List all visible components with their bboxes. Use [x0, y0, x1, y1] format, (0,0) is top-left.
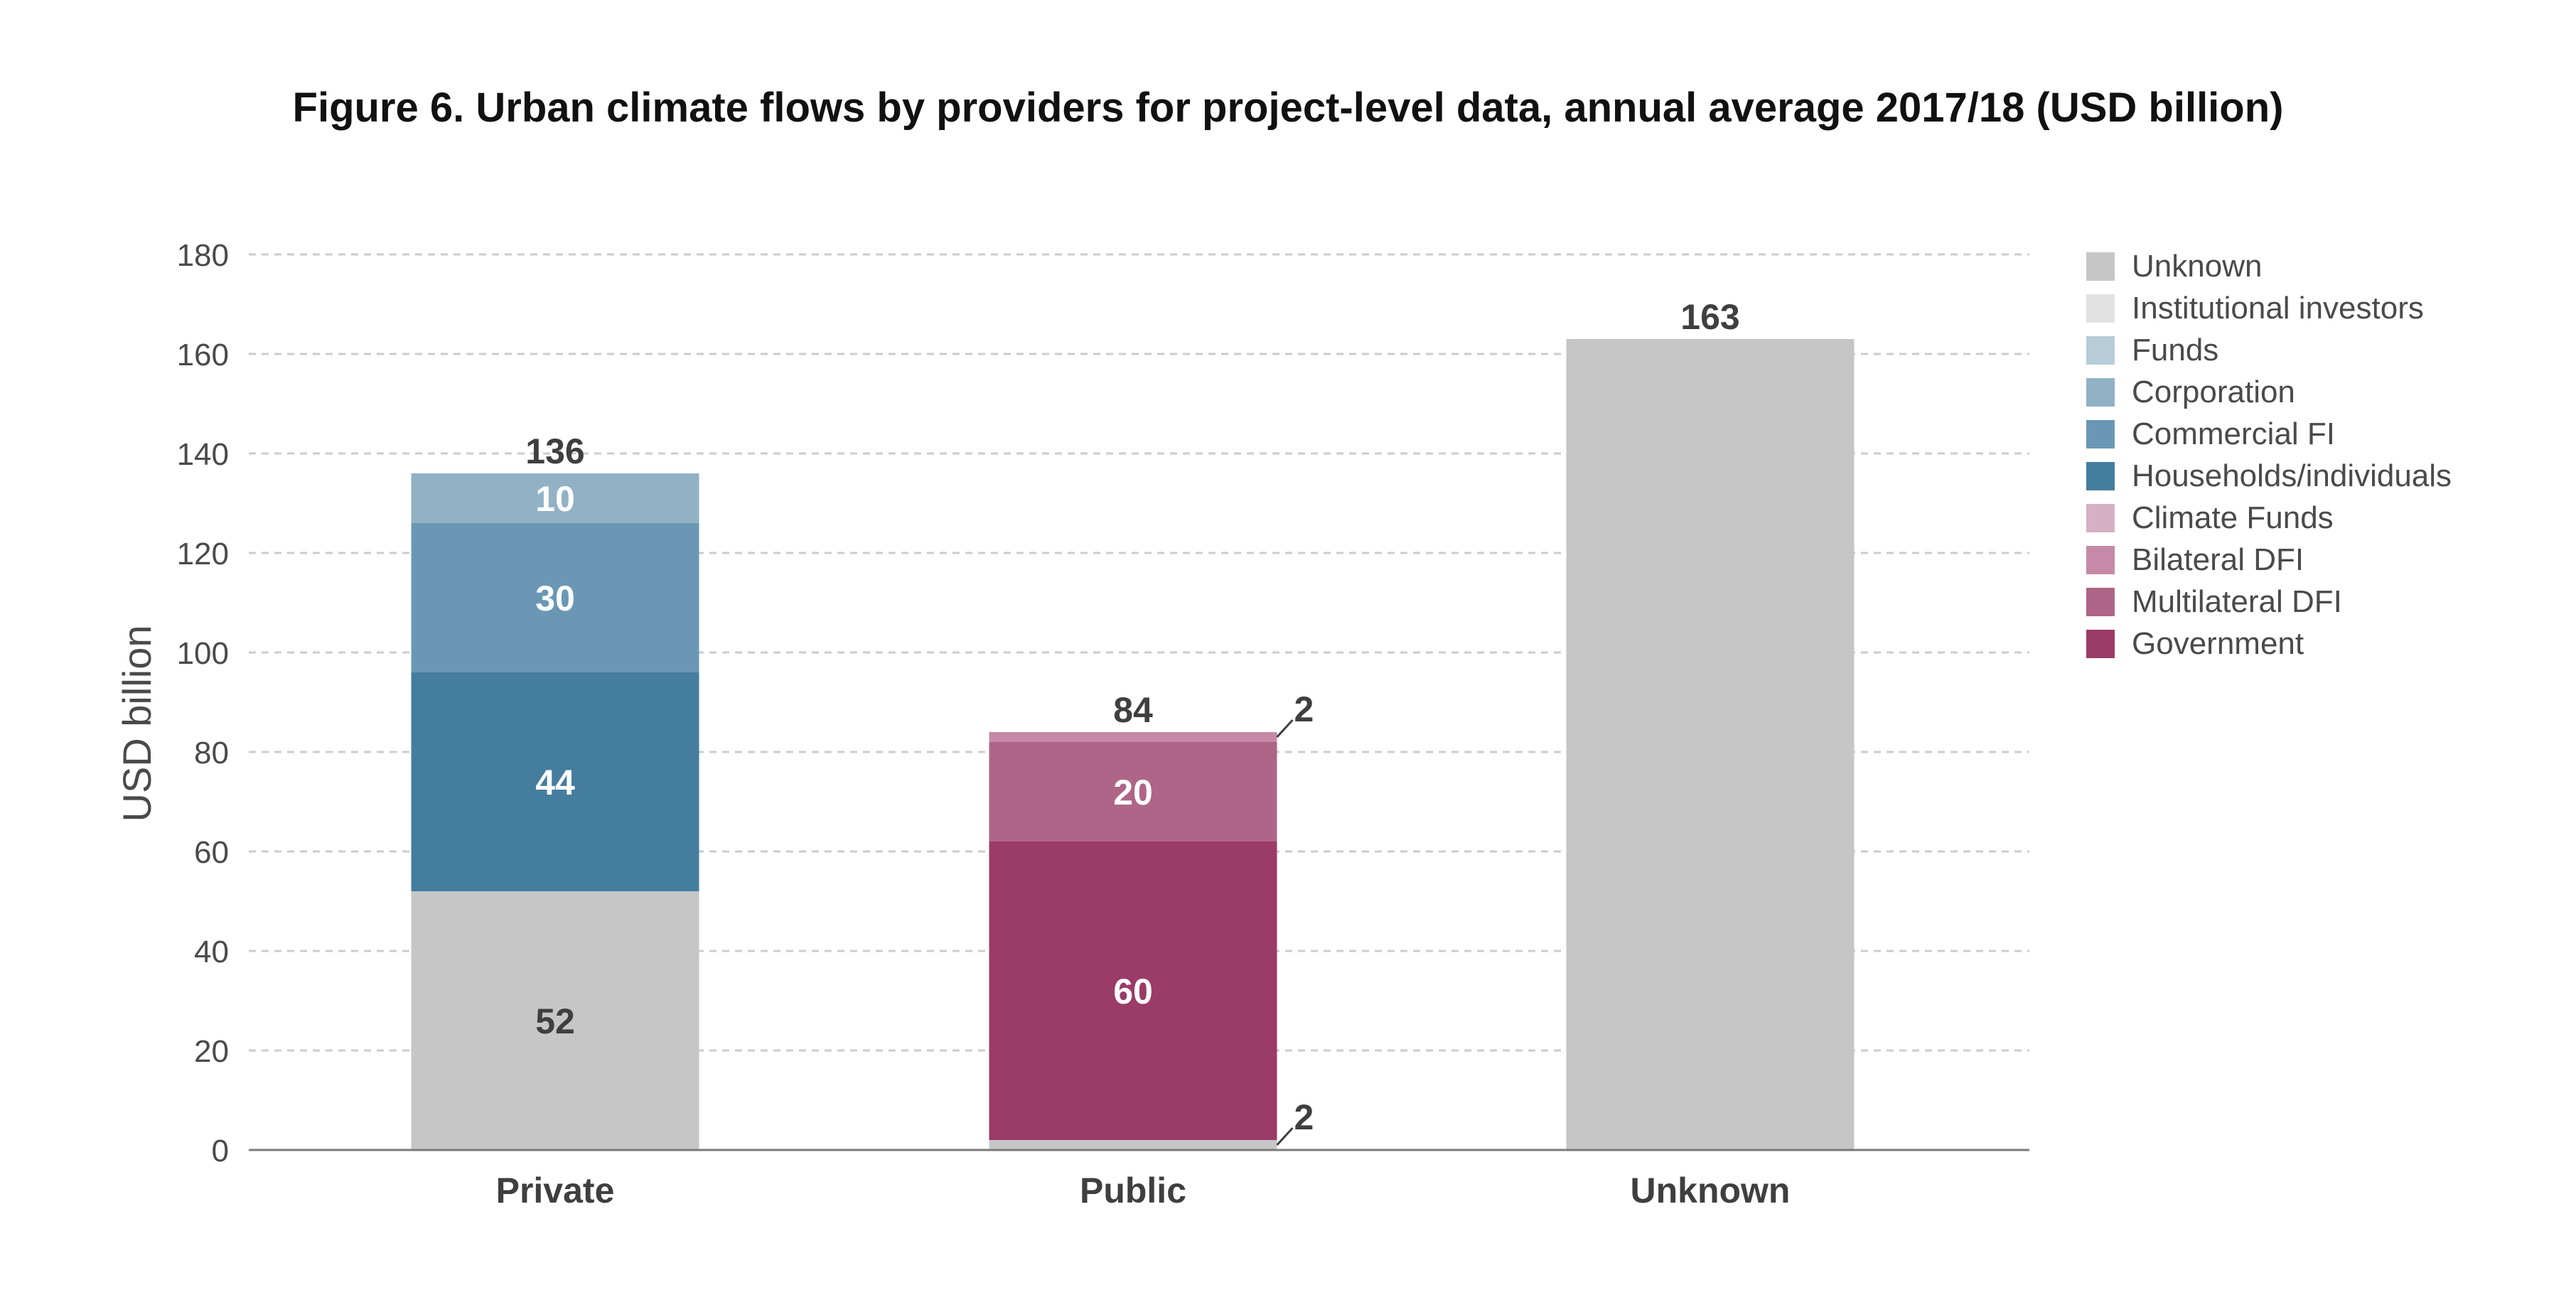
- legend-label: Bilateral DFI: [2132, 542, 2304, 577]
- legend-item: Government: [2086, 623, 2452, 665]
- legend-swatch: [2086, 587, 2115, 616]
- y-axis-title: USD billion: [114, 625, 159, 822]
- y-tick-label: 120: [177, 537, 229, 571]
- y-tick-label: 40: [194, 935, 229, 969]
- x-category-label: Unknown: [1631, 1171, 1791, 1210]
- y-tick-label: 0: [212, 1134, 229, 1168]
- legend-swatch: [2086, 252, 2115, 281]
- total-label: 84: [1113, 690, 1153, 730]
- legend-swatch: [2086, 377, 2115, 407]
- legend-swatch: [2086, 545, 2115, 574]
- data-label: 52: [535, 1001, 575, 1041]
- legend-swatch: [2086, 335, 2115, 365]
- x-category-label: Public: [1080, 1171, 1186, 1210]
- bar-segment: [411, 891, 699, 1150]
- bar-segment: [989, 842, 1277, 1140]
- y-tick-label: 180: [177, 238, 229, 273]
- bar-segment: [411, 523, 699, 672]
- y-tick-label: 80: [194, 736, 229, 770]
- data-label: 60: [1113, 972, 1153, 1011]
- legend: Unknown Institutional investors Funds Corpo…: [2086, 245, 2452, 665]
- legend-swatch: [2086, 419, 2115, 448]
- y-tick-label: 100: [177, 636, 229, 671]
- legend-label: Unknown: [2132, 248, 2263, 284]
- legend-swatch: [2086, 294, 2115, 323]
- legend-label: Commercial FI: [2132, 416, 2336, 451]
- legend-label: Funds: [2132, 332, 2219, 367]
- leader-line: [1276, 719, 1294, 738]
- bar-segment: [989, 742, 1277, 842]
- y-tick-label: 60: [194, 835, 229, 870]
- data-label: 44: [535, 763, 575, 802]
- y-tick-label: 140: [177, 437, 229, 472]
- chart-title: Figure 6. Urban climate flows by provide…: [292, 85, 2284, 131]
- legend-item: Institutional investors: [2086, 287, 2452, 329]
- bar-labels: 52 44 30 10 136 2 60 20 2 84 163: [525, 297, 1740, 1146]
- legend-swatch: [2086, 503, 2115, 532]
- data-label: 10: [535, 479, 575, 519]
- data-label: 2: [1294, 689, 1314, 729]
- legend-item: Multilateral DFI: [2086, 581, 2452, 623]
- legend-item: Commercial FI: [2086, 413, 2452, 455]
- legend-item: Bilateral DFI: [2086, 539, 2452, 581]
- legend-label: Corporation: [2132, 374, 2295, 409]
- legend-item: Funds: [2086, 329, 2452, 371]
- bar-segment: [989, 732, 1277, 742]
- total-label: 163: [1680, 297, 1739, 337]
- bars: [411, 339, 1855, 1150]
- legend-item: Unknown: [2086, 245, 2452, 287]
- leader-line: [1276, 1127, 1294, 1146]
- legend-label: Multilateral DFI: [2132, 584, 2342, 619]
- bar-segment: [989, 1140, 1277, 1150]
- legend-swatch: [2086, 629, 2115, 658]
- y-tick-label: 160: [177, 338, 229, 372]
- data-label: 30: [535, 579, 575, 618]
- bar-segment: [411, 473, 699, 523]
- legend-label: Government: [2132, 625, 2304, 661]
- x-category-label: Private: [496, 1171, 615, 1210]
- legend-label: Institutional investors: [2132, 290, 2424, 326]
- y-tick-label: 20: [194, 1034, 229, 1069]
- total-label: 136: [525, 431, 584, 471]
- data-label: 2: [1294, 1097, 1314, 1137]
- bar-segment: [411, 672, 699, 891]
- legend-label: Households/individuals: [2132, 458, 2452, 493]
- axes: 0 20 40 60 80 100 120 140 160 180 USD billion Priva…: [114, 238, 2029, 1210]
- data-label: 20: [1113, 773, 1153, 812]
- bar-segment: [1566, 339, 1855, 1150]
- legend-label: Climate Funds: [2132, 500, 2334, 535]
- legend-item: Households/individuals: [2086, 455, 2452, 497]
- legend-swatch: [2086, 461, 2115, 490]
- legend-item: Corporation: [2086, 371, 2452, 413]
- legend-item: Climate Funds: [2086, 497, 2452, 539]
